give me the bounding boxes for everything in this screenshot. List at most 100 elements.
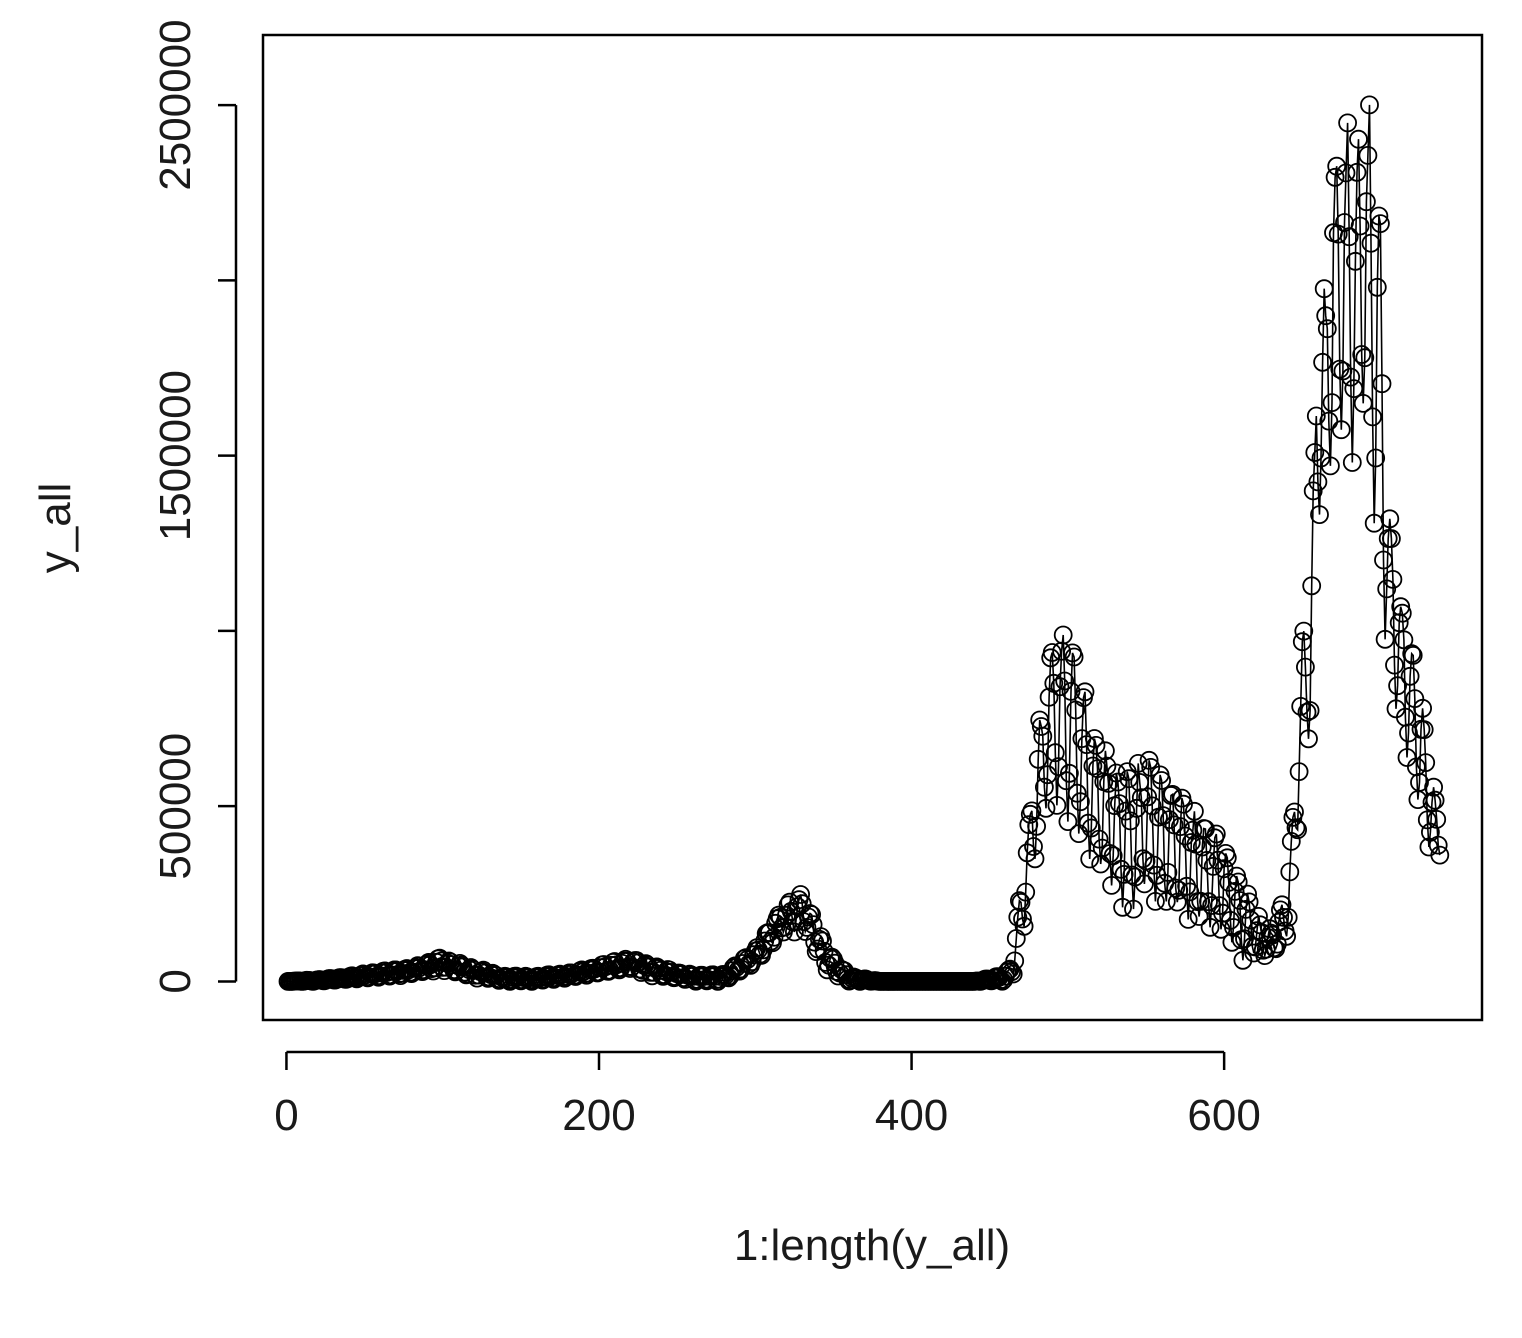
data-point [1053, 625, 1073, 645]
data-point [1342, 453, 1362, 472]
data-point [1106, 763, 1126, 783]
data-point [1397, 748, 1417, 767]
data-point [1367, 277, 1387, 297]
data-point [1291, 697, 1311, 716]
data-point [1203, 857, 1223, 876]
plot-box [261, 33, 1484, 1022]
data-point [1146, 892, 1165, 911]
data-point [761, 931, 781, 951]
data-point [1003, 964, 1023, 984]
data-point [1285, 802, 1304, 822]
data-point [1096, 741, 1115, 761]
data-point [1414, 720, 1434, 739]
data-point [1039, 687, 1059, 707]
y-tick-label: 1500000 [151, 370, 200, 541]
data-point [1338, 113, 1357, 133]
data-point [1294, 621, 1314, 641]
data-point [1310, 505, 1329, 524]
data-point [1286, 818, 1306, 838]
data-point [1016, 882, 1036, 902]
data-point [1130, 773, 1150, 792]
data-point [1158, 863, 1178, 882]
data-point [1067, 783, 1087, 803]
data-point [1274, 908, 1293, 927]
data-point [1280, 862, 1300, 882]
data-point [1047, 796, 1067, 815]
data-point [1225, 882, 1245, 901]
data-point [1346, 251, 1365, 271]
data-point [1374, 550, 1393, 570]
data-point [1160, 810, 1179, 829]
data-point [1002, 962, 1021, 982]
data-point [1174, 794, 1193, 814]
data-point [1391, 597, 1411, 617]
data-point [1206, 824, 1226, 844]
data-point [1085, 729, 1104, 748]
x-axis-label: 1:length(y_all) [734, 1221, 1010, 1270]
data-point [810, 929, 829, 949]
data-point [791, 885, 810, 904]
data-point [1272, 895, 1292, 915]
data-point [802, 905, 821, 924]
data-point [1124, 899, 1143, 919]
data-point [1394, 630, 1414, 650]
data-point [1183, 820, 1203, 840]
x-tick-label: 0 [274, 1091, 298, 1140]
data-point [1058, 812, 1078, 831]
data-point [1410, 773, 1429, 792]
data-point [1321, 456, 1340, 476]
data-point [1027, 816, 1046, 836]
data-point [1300, 701, 1320, 720]
data-point [1402, 644, 1422, 664]
data-point [813, 931, 832, 951]
data-point [1086, 736, 1106, 755]
data-point [1357, 192, 1376, 212]
data-point [1060, 763, 1079, 783]
data-point [1139, 750, 1159, 770]
data-point [1303, 481, 1323, 501]
data-point [1152, 771, 1171, 790]
data-point [1161, 786, 1181, 805]
data-point [1111, 859, 1131, 879]
data-point [1413, 698, 1432, 718]
data-point [1366, 448, 1386, 468]
data-point [1305, 443, 1325, 462]
data-point [1388, 676, 1407, 696]
data-point [1156, 892, 1176, 911]
data-point [1424, 777, 1443, 797]
data-point [1014, 916, 1034, 936]
data-point [1296, 657, 1315, 677]
data-point [1102, 876, 1121, 895]
data-point [1292, 632, 1312, 652]
data-point [1217, 848, 1237, 868]
data-point [1427, 810, 1447, 829]
data-point [1385, 655, 1404, 675]
data-point [1313, 352, 1332, 372]
data-point [1163, 785, 1182, 804]
data-point [1344, 379, 1364, 399]
x-tick-label: 200 [562, 1091, 635, 1140]
y-axis-label: y_all [31, 483, 80, 574]
data-point [1336, 163, 1356, 183]
data-point [1239, 892, 1259, 912]
data-point [1222, 932, 1242, 952]
data-point [1355, 348, 1375, 368]
data-point [1277, 926, 1296, 946]
data-point [1033, 726, 1053, 746]
data-point [1430, 845, 1450, 865]
data-point [1128, 754, 1148, 773]
data-point [1380, 509, 1400, 529]
data-point [1403, 646, 1423, 665]
data-point [1299, 729, 1318, 749]
data-point [1328, 224, 1348, 244]
data-point [1288, 820, 1307, 840]
data-point [1302, 576, 1322, 596]
data-point [1319, 411, 1339, 431]
data-point [1061, 682, 1081, 701]
data-point [800, 904, 820, 923]
data-point [1417, 810, 1437, 830]
data-point [1289, 762, 1309, 781]
data-point [1166, 878, 1186, 898]
data-point [1050, 677, 1070, 697]
